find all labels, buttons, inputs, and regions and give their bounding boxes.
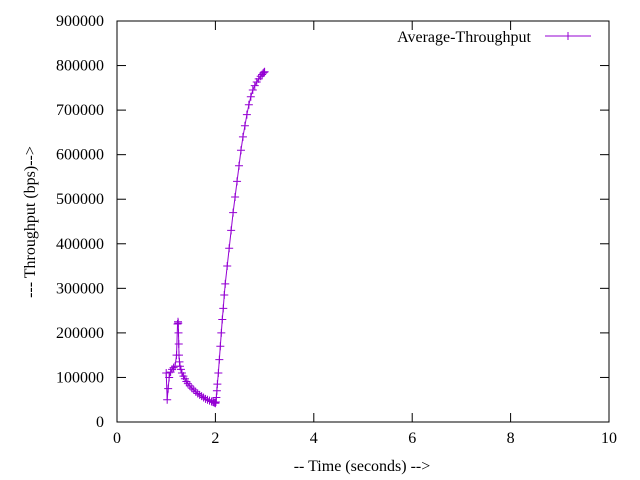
- data-point: [162, 368, 171, 377]
- axis-tick-labels: 0 2 4 6 8 10 0 100000 200000 300000 400000 500000 60…: [56, 13, 617, 447]
- data-point: [233, 177, 242, 186]
- data-point: [225, 244, 234, 253]
- data-point: [238, 132, 247, 141]
- series-average-throughput: [162, 67, 269, 408]
- data-point: [260, 67, 269, 76]
- series-line: [165, 71, 265, 405]
- data-point: [212, 393, 221, 402]
- legend-marker: [564, 32, 572, 40]
- y-tick-label-8: 800000: [56, 58, 104, 75]
- data-point: [187, 384, 196, 393]
- x-tick-label-0: 0: [113, 430, 121, 447]
- data-point: [235, 161, 244, 170]
- data-point: [217, 328, 226, 337]
- data-point: [220, 291, 229, 300]
- plot-frame: [116, 20, 610, 423]
- legend-marker-plus: [564, 32, 572, 40]
- data-point: [244, 100, 253, 109]
- data-point: [219, 304, 228, 313]
- data-point: [205, 396, 214, 405]
- data-point: [212, 386, 221, 395]
- data-point: [164, 384, 173, 393]
- data-point: [169, 363, 178, 372]
- data-point: [214, 368, 223, 377]
- data-point: [165, 373, 174, 382]
- legend-label: Average-Throughput: [397, 29, 531, 46]
- data-point: [240, 121, 249, 130]
- x-axis-title: -- Time (seconds) -->: [294, 458, 431, 475]
- data-point: [189, 385, 198, 394]
- data-point: [236, 146, 245, 155]
- legend: Average-Throughput: [397, 29, 591, 46]
- y-tick-label-1: 100000: [56, 369, 104, 386]
- data-point: [174, 319, 183, 328]
- data-point: [259, 69, 268, 78]
- x-tick-label-1: 2: [211, 430, 219, 447]
- y-tick-label-2: 200000: [56, 325, 104, 342]
- data-point: [231, 192, 240, 201]
- data-point: [242, 110, 251, 119]
- data-point: [221, 279, 230, 288]
- y-tick-label-3: 300000: [56, 280, 104, 297]
- data-point: [218, 315, 227, 324]
- data-point: [213, 380, 222, 389]
- data-point: [201, 394, 210, 403]
- data-point: [229, 208, 238, 217]
- x-tick-label-4: 8: [507, 430, 515, 447]
- x-tick-label-2: 4: [310, 430, 318, 447]
- data-point: [163, 395, 172, 404]
- data-point: [227, 226, 236, 235]
- data-point: [215, 355, 224, 364]
- y-tick-label-0: 0: [96, 414, 104, 431]
- data-point: [174, 328, 183, 337]
- data-point: [174, 340, 183, 349]
- y-tick-label-6: 600000: [56, 147, 104, 164]
- x-tick-label-5: 10: [601, 430, 617, 447]
- y-tick-label-4: 400000: [56, 236, 104, 253]
- x-tick-label-3: 6: [408, 430, 416, 447]
- y-axis-title: --- Throughput (bps)-->: [22, 146, 39, 298]
- axis-ticks: [116, 20, 610, 423]
- y-tick-label-7: 700000: [56, 102, 104, 119]
- data-point: [246, 92, 255, 101]
- data-point: [250, 81, 259, 90]
- y-tick-label-5: 500000: [56, 191, 104, 208]
- data-point: [248, 86, 257, 95]
- y-tick-label-9: 900000: [56, 13, 104, 30]
- data-point: [216, 342, 225, 351]
- data-point: [176, 365, 185, 374]
- data-point: [174, 351, 183, 360]
- data-point: [223, 262, 232, 271]
- data-point: [203, 395, 212, 404]
